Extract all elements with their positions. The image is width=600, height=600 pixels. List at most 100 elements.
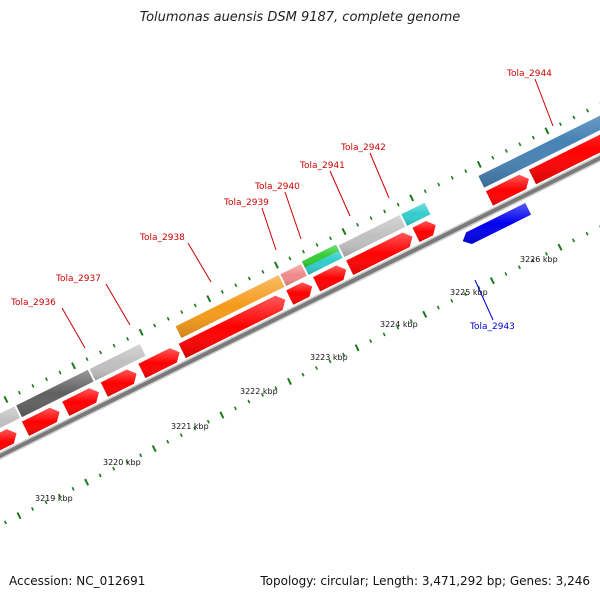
cds-forward-3-shade — [62, 388, 99, 416]
inner-scale-tick — [450, 298, 454, 303]
outer-scale-tick — [437, 182, 441, 187]
scale-label-3224-kbp: 3224 kbp — [380, 320, 418, 329]
cds-forward-7-shade — [286, 282, 313, 305]
outer-scale-tick — [315, 243, 319, 247]
inner-scale-tick — [382, 332, 386, 337]
outer-scale-tick — [586, 108, 589, 113]
inner-scale-tick — [531, 258, 535, 263]
inner-scale-tick — [219, 411, 225, 419]
outer-scale-tick — [166, 316, 170, 321]
gene-label-tola-2940: Tola_2940 — [254, 182, 300, 192]
outer-scale-tick — [71, 362, 76, 370]
cds-forward-12-shade — [528, 134, 600, 185]
outer-scale-tick — [44, 377, 48, 382]
gene-box-tola-2941-b-shade — [401, 202, 431, 226]
inner-scale-tick — [463, 292, 467, 297]
genome-summary-text: Topology: circular; Length: 3,471,292 bp… — [260, 574, 590, 588]
outer-scale-tick — [572, 115, 576, 120]
inner-scale-tick — [301, 372, 305, 377]
outer-scale-tick — [504, 149, 508, 153]
inner-scale-tick — [328, 359, 332, 364]
gene-box-tola-2936-a-shade — [0, 406, 21, 429]
inner-scale-tick — [436, 305, 440, 310]
outer-scale-tick — [491, 155, 495, 160]
inner-scale-tick — [572, 238, 576, 243]
outer-scale-tick — [273, 261, 279, 269]
gene-box-tola-2939-shade — [280, 264, 307, 286]
scale-label-3222-kbp: 3222 kbp — [240, 387, 278, 396]
outer-scale-tick — [356, 222, 360, 227]
inner-scale-tick — [247, 399, 251, 404]
scale-label-3223-kbp: 3223 kbp — [310, 353, 348, 362]
inner-scale-tick — [112, 466, 116, 471]
inner-scale-tick — [585, 231, 589, 236]
outer-scale-tick — [193, 303, 197, 308]
inner-scale-tick — [557, 243, 563, 251]
inner-scale-tick — [233, 406, 237, 411]
inner-scale-tick — [44, 500, 48, 505]
gene-box-tola-2938-shade — [175, 275, 285, 338]
cds-forward-9-shade — [346, 232, 413, 275]
gene-label-tola-2938: Tola_2938 — [139, 233, 185, 243]
outer-scale-tick — [409, 194, 415, 202]
inner-scale-tick — [315, 366, 319, 370]
outer-scale-tick — [558, 122, 562, 127]
inner-scale-tick — [342, 352, 346, 357]
gene-label-tola-2939: Tola_2939 — [223, 198, 269, 208]
outer-scale-tick — [369, 216, 373, 221]
leader-line-tola-2939 — [261, 207, 277, 251]
scale-label-3226-kbp: 3226 kbp — [520, 255, 558, 264]
outer-scale-tick — [247, 276, 251, 281]
inner-scale-tick — [166, 439, 170, 444]
cds-reverse-tola-2943-shade — [462, 203, 532, 244]
inner-scale-tick — [544, 251, 548, 256]
inner-scale-tick — [409, 319, 413, 323]
scale-label-3220-kbp: 3220 kbp — [103, 458, 141, 467]
outer-scale-tick — [99, 350, 103, 355]
inner-scale-tick — [84, 478, 90, 486]
map-title: Tolumonas auensis DSM 9187, complete gen… — [139, 10, 461, 25]
gene-label-tola-2942: Tola_2942 — [340, 143, 386, 153]
scale-label-3225-kbp: 3225 kbp — [450, 288, 488, 297]
inner-scale-tick — [71, 486, 75, 491]
outer-scale-tick — [3, 395, 9, 403]
outer-scale-tick — [206, 295, 212, 303]
inner-scale-tick — [517, 265, 521, 270]
accession-text: Accession: NC_012691 — [9, 574, 146, 588]
leader-line-tola-2937 — [105, 283, 131, 326]
inner-scale-tick — [151, 444, 157, 453]
inner-scale-tick — [58, 493, 62, 498]
leader-line-tola-2943 — [474, 279, 494, 321]
leader-line-tola-2938 — [187, 242, 212, 283]
outer-scale-tick — [180, 310, 184, 315]
outer-scale-tick — [85, 357, 89, 362]
outer-scale-tick — [153, 323, 157, 328]
outer-scale-tick — [112, 343, 116, 348]
inner-scale-tick — [139, 453, 143, 458]
outer-scale-tick — [58, 370, 62, 375]
inner-scale-tick — [98, 473, 102, 478]
scale-label-3219-kbp: 3219 kbp — [35, 494, 73, 503]
leader-line-tola-2936 — [61, 307, 86, 349]
cds-forward-4-shade — [100, 369, 137, 397]
outer-scale-tick — [544, 127, 550, 135]
gene-box-tola-2944-shade — [478, 115, 600, 188]
inner-scale-tick — [16, 512, 22, 520]
map-layer: 3219 kbp 3220 kbp 3221 kbp 3222 kbp 3223 kbp… — [0, 69, 600, 525]
outer-scale-tick — [531, 135, 535, 140]
cds-forward-8-shade — [313, 265, 347, 292]
outer-scale-tick — [17, 390, 21, 395]
cds-forward-5-shade — [138, 348, 180, 379]
inner-scale-tick — [260, 392, 264, 397]
gene-box-tola-2936-shade — [89, 344, 146, 381]
inner-scale-tick — [354, 344, 360, 352]
inner-scale-tick — [504, 272, 508, 276]
inner-scale-tick — [193, 426, 197, 431]
inner-scale-tick — [369, 339, 373, 344]
outer-scale-tick — [31, 384, 35, 388]
cds-forward-11-shade — [485, 174, 529, 206]
inner-scale-tick — [489, 277, 495, 285]
inner-scale-tick — [179, 433, 183, 438]
inner-scale-tick — [3, 520, 7, 525]
gene-box-tola-2937-shade — [16, 369, 94, 418]
